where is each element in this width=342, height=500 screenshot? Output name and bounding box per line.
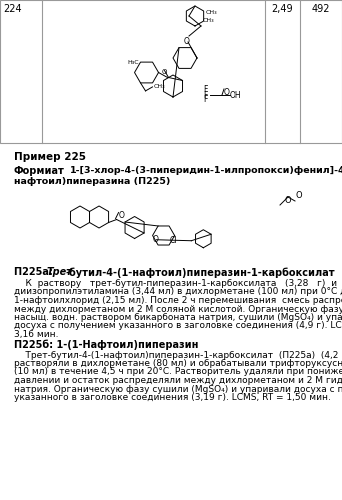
Text: OH: OH bbox=[230, 90, 242, 100]
Bar bbox=[0, 0, 342, 143]
Text: П225б: 1-(1-Нафтоил)пиперазин: П225б: 1-(1-Нафтоил)пиперазин bbox=[14, 340, 198, 350]
Text: O: O bbox=[184, 37, 190, 46]
Text: 1-[3-хлор-4-(3-пиперидин-1-илпропокси)фенил]-4-(1-: 1-[3-хлор-4-(3-пиперидин-1-илпропокси)фе… bbox=[70, 166, 342, 175]
Text: Формиат: Формиат bbox=[14, 166, 65, 176]
Text: 1-нафтоилхлорид (2,15 мл). После 2 ч перемешивания  смесь распределяли: 1-нафтоилхлорид (2,15 мл). После 2 ч пер… bbox=[14, 296, 342, 305]
Text: Трет: Трет bbox=[47, 267, 73, 277]
Text: O: O bbox=[162, 70, 167, 75]
Text: 224: 224 bbox=[3, 4, 22, 14]
Text: насыщ. водн. раствором бикарбоната натрия, сушили (MgSO₄) и упаривали: насыщ. водн. раствором бикарбоната натри… bbox=[14, 313, 342, 322]
Text: досуха с получением указанного в заголовке соединения (4,9 г). LCMS, RT =: досуха с получением указанного в заголов… bbox=[14, 322, 342, 330]
Text: между дихлорметаном и 2 М соляной кислотой. Органическую фазу промывали: между дихлорметаном и 2 М соляной кислот… bbox=[14, 304, 342, 314]
Text: К  раствору   трет-бутил-пиперазин-1-карбоксилата   (3,28   г)  и: К раствору трет-бутил-пиперазин-1-карбок… bbox=[14, 279, 337, 288]
Text: (10 мл) в течение 4,5 ч при 20°С. Растворитель удаляли при пониженном: (10 мл) в течение 4,5 ч при 20°С. Раство… bbox=[14, 368, 342, 376]
Text: CH₃: CH₃ bbox=[203, 18, 215, 22]
Text: указанного в заголовке соединения (3,19 г). LCMS, RT = 1,50 мин.: указанного в заголовке соединения (3,19 … bbox=[14, 393, 331, 402]
Text: Cl: Cl bbox=[170, 236, 177, 245]
Text: давлении и остаток распределяли между дихлорметаном и 2 М гидроксидом: давлении и остаток распределяли между ди… bbox=[14, 376, 342, 385]
Text: CH₃: CH₃ bbox=[154, 84, 165, 89]
Text: Пример 225: Пример 225 bbox=[14, 152, 86, 162]
Text: F: F bbox=[203, 86, 208, 94]
Text: 3,16 мин.: 3,16 мин. bbox=[14, 330, 58, 339]
Text: 492: 492 bbox=[312, 4, 330, 14]
Text: O: O bbox=[119, 212, 124, 220]
Text: Трет-бутил-4-(1-нафтоил)пиперазин-1-карбоксилат  (П225а)  (4,2  г): Трет-бутил-4-(1-нафтоил)пиперазин-1-карб… bbox=[14, 350, 342, 360]
Text: O: O bbox=[295, 191, 302, 200]
Text: натрия. Органическую фазу сушили (MgSO₄) и упаривали досуха с получением: натрия. Органическую фазу сушили (MgSO₄)… bbox=[14, 384, 342, 394]
Text: -бутил-4-(1-нафтоил)пиперазин-1-карбоксилат: -бутил-4-(1-нафтоил)пиперазин-1-карбокси… bbox=[66, 267, 336, 278]
Text: F: F bbox=[203, 96, 208, 104]
Text: O: O bbox=[153, 234, 158, 244]
Text: F: F bbox=[203, 90, 208, 100]
Text: O: O bbox=[285, 196, 291, 205]
Text: нафтоил)пиперазина (П225): нафтоил)пиперазина (П225) bbox=[14, 177, 170, 186]
Text: П225а:: П225а: bbox=[14, 267, 56, 277]
Text: растворяли в дихлорметане (80 мл) и обрабатывали трифторуксусной кислотой: растворяли в дихлорметане (80 мл) и обра… bbox=[14, 359, 342, 368]
Text: O: O bbox=[224, 88, 230, 97]
Text: 2,49: 2,49 bbox=[272, 4, 293, 14]
Text: H₃C: H₃C bbox=[127, 60, 139, 64]
Text: диизопропилэтиламина (3,44 мл) в дихлорметане (100 мл) при 0°С добавляли: диизопропилэтиламина (3,44 мл) в дихлорм… bbox=[14, 288, 342, 296]
Text: CH₃: CH₃ bbox=[206, 10, 218, 16]
